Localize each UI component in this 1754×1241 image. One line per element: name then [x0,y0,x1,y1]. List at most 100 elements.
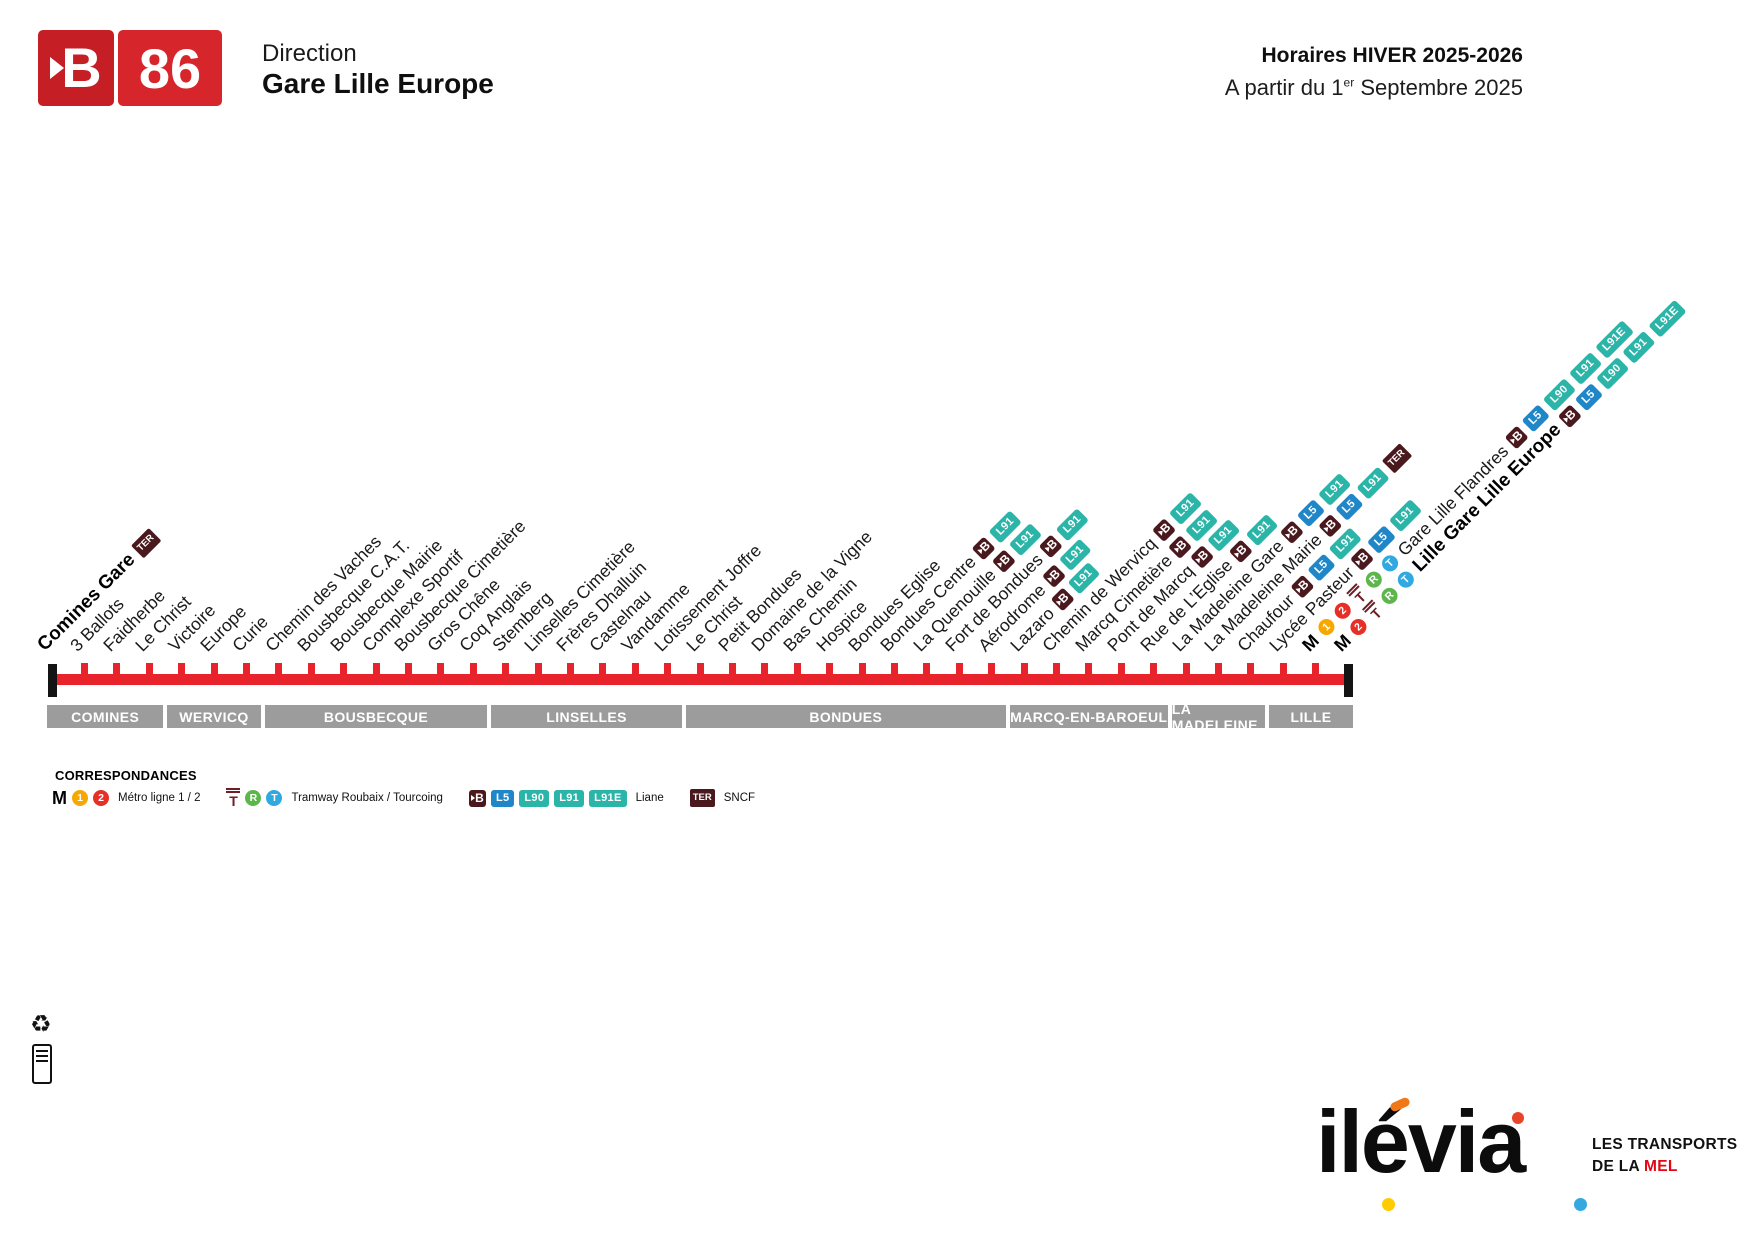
schedule-subtitle: A partir du 1er Septembre 2025 [1224,75,1523,100]
metro-line-1-icon: 1 [72,790,88,806]
stop-tick [631,663,639,684]
ilevia-logo: ilévia [1316,1096,1646,1218]
commune-bondues: BONDUES [685,705,1006,728]
stop-tick [275,663,283,684]
stop-tick [469,663,477,684]
stop-tick [566,663,574,684]
stop-tick [502,663,510,684]
stop-tick [1150,663,1158,684]
stop-tick [696,663,704,684]
legend-label: Métro ligne 1 / 2 [118,792,201,804]
tram-t-icon: T [1394,568,1418,591]
ilevia-logo-text: ilévia [1316,1092,1526,1191]
ter-icon: TER [689,789,715,807]
ilevia-yellow-dot [1382,1198,1395,1211]
metro-m-icon: M [1297,630,1323,656]
recycle-icon: ♻ [30,1010,52,1038]
stop-name: Lille Gare Lille Europe [1408,419,1566,577]
stop-tick [955,663,963,684]
stop-tick [1247,663,1255,684]
liane-b-icon: B [1557,404,1582,429]
commune-bousbecque: BOUSBECQUE [264,705,488,728]
tram-r-icon: R [1378,584,1401,608]
stop-tick [826,663,834,684]
stop-tick [1020,663,1028,684]
ter-icon: TER [131,528,162,559]
liane-badge-l91: L91 [554,789,585,807]
stop-tick [210,663,218,684]
stop-tick [242,663,250,684]
tram-r-icon: R [245,790,262,806]
legend-item: T R T Tramway Roubaix / Tourcoing [226,788,443,808]
tagline-line1: LES TRANSPORTS [1592,1136,1738,1153]
tram-icon: T [1361,599,1386,623]
stop-tick [793,663,801,684]
commune-wervicq: WERVICQ [167,705,261,728]
liane-badge-l91e: L91E [1647,299,1687,338]
metro-line-2-icon: 2 [1347,615,1370,639]
schedule-title: Horaires HIVER 2025-2026 [1261,44,1524,67]
line-number-badge: 86 [118,30,222,106]
stop-tick [80,663,88,684]
stop-tick [1214,663,1222,684]
stop-tick [1117,663,1125,684]
stop-tick [372,663,380,684]
commune-comines: COMINES [47,705,164,728]
liane-badge-l91: L91 [1356,466,1390,500]
stop-tick [728,663,736,684]
metro-m-icon: M [52,788,67,808]
print-certifications: ♻ [30,1012,70,1084]
liane-badge-l5: L5 [490,789,515,807]
stop-tick [340,663,348,684]
direction-value: Gare Lille Europe [262,68,494,99]
stop-tick [145,663,153,684]
legend-label: Tramway Roubaix / Tourcoing [291,792,443,804]
liane-letter: B [61,36,102,99]
terminus-marker [47,664,57,697]
ilevia-red-dot [1512,1112,1524,1124]
stop-tick [534,663,542,684]
stop-tick [923,663,931,684]
liane-arrow-icon [50,57,65,79]
commune-la-madeleine: LA MADELEINE [1171,701,1265,733]
metro-m-icon: M [1330,630,1355,656]
stop-tick [178,663,186,684]
direction-label: Direction [262,40,357,67]
liane-network-logo: B [38,30,114,106]
commune-lille: LILLE [1269,705,1353,728]
stop-tick [664,663,672,684]
legend-item: B L5 L90 L91 L91E Liane [468,789,664,807]
liane-badge-l91e: L91E [589,789,627,807]
liane-badge-l91: L91 [1055,507,1089,541]
stop-tick [404,663,412,684]
stop-tick [890,663,898,684]
liane-badge-l90: L90 [519,789,550,807]
stop-tick [1052,663,1060,684]
line-number: 86 [138,36,202,100]
tram-t-icon: T [266,790,283,806]
tram-icon: T [226,788,241,808]
legend-item: TER SNCF [689,789,756,807]
mel-highlight: MEL [1644,1157,1678,1175]
legend-row: M 1 2 Métro ligne 1 / 2 T R T Tramway Roubaix /… [52,788,781,808]
legend-label: SNCF [723,792,756,804]
ilevia-blue-dot [1574,1198,1587,1211]
schedule-block: Horaires HIVER 2025-2026 A partir du 1er… [1225,44,1523,101]
metro-line-2-icon: 2 [93,790,109,806]
stop-tick [437,663,445,684]
liane-b-icon: B [468,789,486,807]
stop-tick [113,663,121,684]
legend-label: Liane [635,792,664,804]
stop-tick [1279,663,1287,684]
mel-tagline: LES TRANSPORTS DE LA MEL [1592,1134,1737,1177]
stop-tick [307,663,315,684]
stop-tick [761,663,769,684]
stop-tick [1182,663,1190,684]
stop-tick [988,663,996,684]
print-certification-icon [32,1044,52,1084]
stop-tick [599,663,607,684]
stop-tick [1085,663,1093,684]
terminus-marker [1343,664,1353,697]
stop-tick [1312,663,1320,684]
